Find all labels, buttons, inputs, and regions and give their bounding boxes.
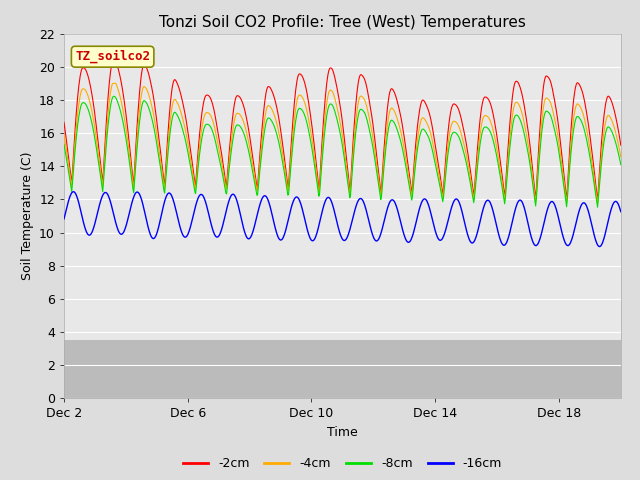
Text: TZ_soilco2: TZ_soilco2 [75, 50, 150, 63]
X-axis label: Time: Time [327, 426, 358, 439]
Legend: -2cm, -4cm, -8cm, -16cm: -2cm, -4cm, -8cm, -16cm [178, 452, 507, 475]
Bar [64, 340, 621, 398]
Title: Tonzi Soil CO2 Profile: Tree (West) Temperatures: Tonzi Soil CO2 Profile: Tree (West) Temp… [159, 15, 526, 30]
Y-axis label: Soil Temperature (C): Soil Temperature (C) [20, 152, 33, 280]
